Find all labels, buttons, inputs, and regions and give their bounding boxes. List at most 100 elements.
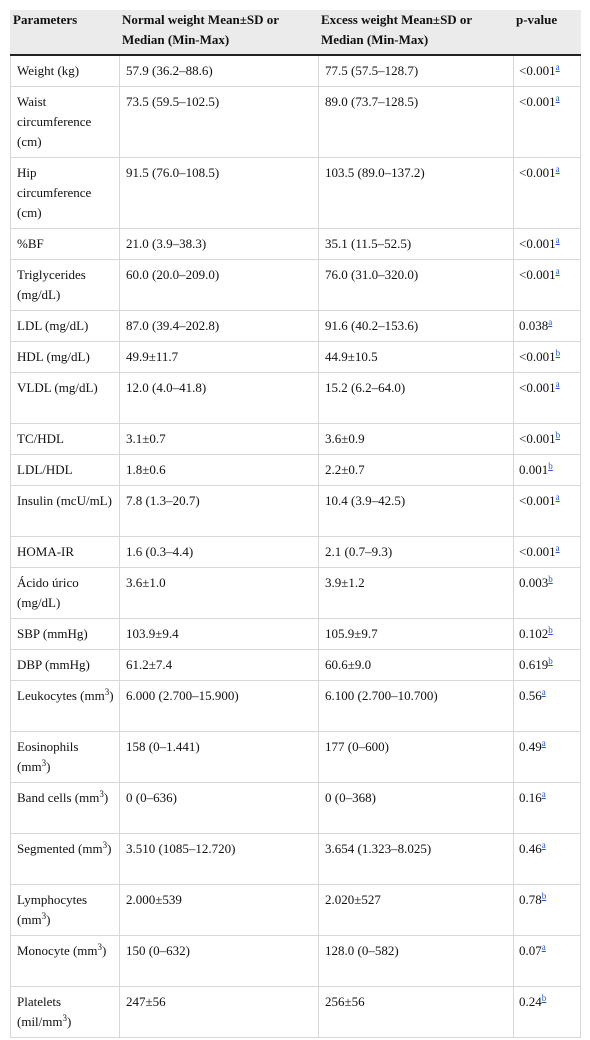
footnote-link[interactable]: a xyxy=(541,942,546,952)
cell-normal-weight: 91.5 (76.0–108.5) xyxy=(119,157,319,229)
cell-parameter: Insulin (mcU/mL) xyxy=(10,485,120,537)
p-value-text: <0.001 xyxy=(519,94,556,109)
parameter-label: Ácido úrico (mg/dL) xyxy=(17,575,79,610)
cell-p-value: 0.56a xyxy=(513,680,581,732)
header-excess-weight: Excess weight Mean±SD or Median (Min-Max… xyxy=(318,10,514,56)
cell-normal-weight: 61.2±7.4 xyxy=(119,649,319,681)
table-row: TC/HDL 3.1±0.7 3.6±0.9 <0.001b xyxy=(10,423,581,455)
cell-parameter: TC/HDL xyxy=(10,423,120,455)
footnote-link[interactable]: a xyxy=(541,789,546,799)
footnote-link[interactable]: b xyxy=(555,348,561,358)
table-row: Hip circumference (cm) 91.5 (76.0–108.5) 1… xyxy=(10,157,581,229)
parameter-label: Waist circumference (cm) xyxy=(17,94,92,149)
cell-parameter: HDL (mg/dL) xyxy=(10,341,120,373)
cell-p-value: <0.001b xyxy=(513,341,581,373)
footnote-link[interactable]: a xyxy=(555,266,560,276)
cell-parameter: VLDL (mg/dL) xyxy=(10,372,120,424)
footnote-link[interactable]: a xyxy=(555,62,560,72)
parameter-label: DBP (mmHg) xyxy=(17,657,90,672)
cell-excess-weight: 91.6 (40.2–153.6) xyxy=(318,310,514,342)
cell-normal-weight: 1.6 (0.3–4.4) xyxy=(119,536,319,568)
cell-p-value: <0.001a xyxy=(513,536,581,568)
footnote-link[interactable]: a xyxy=(555,379,560,389)
p-value-text: <0.001 xyxy=(519,236,556,251)
p-value-text: 0.56 xyxy=(519,688,542,703)
cell-normal-weight: 103.9±9.4 xyxy=(119,618,319,650)
cell-p-value: 0.619b xyxy=(513,649,581,681)
cell-normal-weight: 1.8±0.6 xyxy=(119,454,319,486)
cell-normal-weight: 3.1±0.7 xyxy=(119,423,319,455)
footnote-link[interactable]: b xyxy=(541,993,547,1003)
table-header: Parameters Normal weight Mean±SD or Medi… xyxy=(10,10,581,56)
unit-close: ) xyxy=(67,1014,72,1029)
footnote-link[interactable]: b xyxy=(541,891,547,901)
cell-parameter: Hip circumference (cm) xyxy=(10,157,120,229)
parameter-label: SBP (mmHg) xyxy=(17,626,88,641)
p-value-text: <0.001 xyxy=(519,493,556,508)
footnote-link[interactable]: a xyxy=(555,164,560,174)
p-value-text: 0.003 xyxy=(519,575,549,590)
unit-superscript: 3 xyxy=(62,1013,68,1023)
cell-p-value: 0.49a xyxy=(513,731,581,783)
parameter-label: HOMA-IR xyxy=(17,544,75,559)
footnote-link[interactable]: a xyxy=(541,840,546,850)
footnote-link[interactable]: b xyxy=(548,656,553,666)
footnote-link[interactable]: b xyxy=(548,574,553,584)
cell-excess-weight: 128.0 (0–582) xyxy=(318,935,514,987)
p-value-text: 0.07 xyxy=(519,943,542,958)
cell-p-value: <0.001b xyxy=(513,423,581,455)
cell-excess-weight: 103.5 (89.0–137.2) xyxy=(318,157,514,229)
cell-normal-weight: 49.9±11.7 xyxy=(119,341,319,373)
cell-parameter: Platelets (mil/mm3) xyxy=(10,986,120,1038)
cell-normal-weight: 57.9 (36.2–88.6) xyxy=(119,54,319,87)
cell-p-value: 0.038a xyxy=(513,310,581,342)
cell-p-value: 0.46a xyxy=(513,833,581,885)
parameter-label: Segmented (mm xyxy=(17,841,103,856)
footnote-link[interactable]: b xyxy=(548,625,553,635)
p-value-text: <0.001 xyxy=(519,165,556,180)
cell-parameter: HOMA-IR xyxy=(10,536,120,568)
footnote-link[interactable]: a xyxy=(555,235,560,245)
p-value-text: 0.49 xyxy=(519,739,542,754)
cell-excess-weight: 35.1 (11.5–52.5) xyxy=(318,228,514,260)
footnote-link[interactable]: b xyxy=(555,430,561,440)
footnote-link[interactable]: a xyxy=(541,687,546,697)
p-value-text: <0.001 xyxy=(519,267,556,282)
cell-excess-weight: 44.9±10.5 xyxy=(318,341,514,373)
table-row: HOMA-IR 1.6 (0.3–4.4) 2.1 (0.7–9.3) <0.001a xyxy=(10,536,581,568)
cell-excess-weight: 15.2 (6.2–64.0) xyxy=(318,372,514,424)
cell-excess-weight: 10.4 (3.9–42.5) xyxy=(318,485,514,537)
cell-excess-weight: 105.9±9.7 xyxy=(318,618,514,650)
footnote-link[interactable]: a xyxy=(555,492,560,502)
cell-p-value: <0.001a xyxy=(513,485,581,537)
table-row: Band cells (mm3) 0 (0–636) 0 (0–368) 0.16a xyxy=(10,782,581,834)
footnote-link[interactable]: b xyxy=(548,461,553,471)
footnote-link[interactable]: a xyxy=(541,738,546,748)
parameter-label: %BF xyxy=(17,236,44,251)
cell-excess-weight: 76.0 (31.0–320.0) xyxy=(318,259,514,311)
cell-parameter: DBP (mmHg) xyxy=(10,649,120,681)
table-row: SBP (mmHg) 103.9±9.4 105.9±9.7 0.102b xyxy=(10,618,581,650)
parameter-label: Monocyte (mm xyxy=(17,943,98,958)
parameter-label: Weight (kg) xyxy=(17,63,80,78)
comparison-table: Parameters Normal weight Mean±SD or Medi… xyxy=(10,10,581,1038)
header-p-value: p-value xyxy=(513,10,581,56)
cell-parameter: Ácido úrico (mg/dL) xyxy=(10,567,120,619)
cell-excess-weight: 0 (0–368) xyxy=(318,782,514,834)
table-row: %BF 21.0 (3.9–38.3) 35.1 (11.5–52.5) <0.001… xyxy=(10,228,581,260)
cell-parameter: Triglycerides (mg/dL) xyxy=(10,259,120,311)
cell-parameter: Waist circumference (cm) xyxy=(10,86,120,158)
p-value-text: <0.001 xyxy=(519,349,556,364)
cell-p-value: <0.001a xyxy=(513,54,581,87)
unit-close: ) xyxy=(46,912,51,927)
cell-p-value: <0.001a xyxy=(513,372,581,424)
cell-normal-weight: 158 (0–1.441) xyxy=(119,731,319,783)
table-row: LDL (mg/dL) 87.0 (39.4–202.8) 91.6 (40.2–1… xyxy=(10,310,581,342)
footnote-link[interactable]: a xyxy=(555,93,560,103)
parameter-label: Platelets (mil/mm xyxy=(17,994,63,1029)
footnote-link[interactable]: a xyxy=(555,543,560,553)
table-row: VLDL (mg/dL) 12.0 (4.0–41.8) 15.2 (6.2–64.… xyxy=(10,372,581,424)
cell-normal-weight: 21.0 (3.9–38.3) xyxy=(119,228,319,260)
cell-excess-weight: 256±56 xyxy=(318,986,514,1038)
footnote-link[interactable]: a xyxy=(548,317,553,327)
